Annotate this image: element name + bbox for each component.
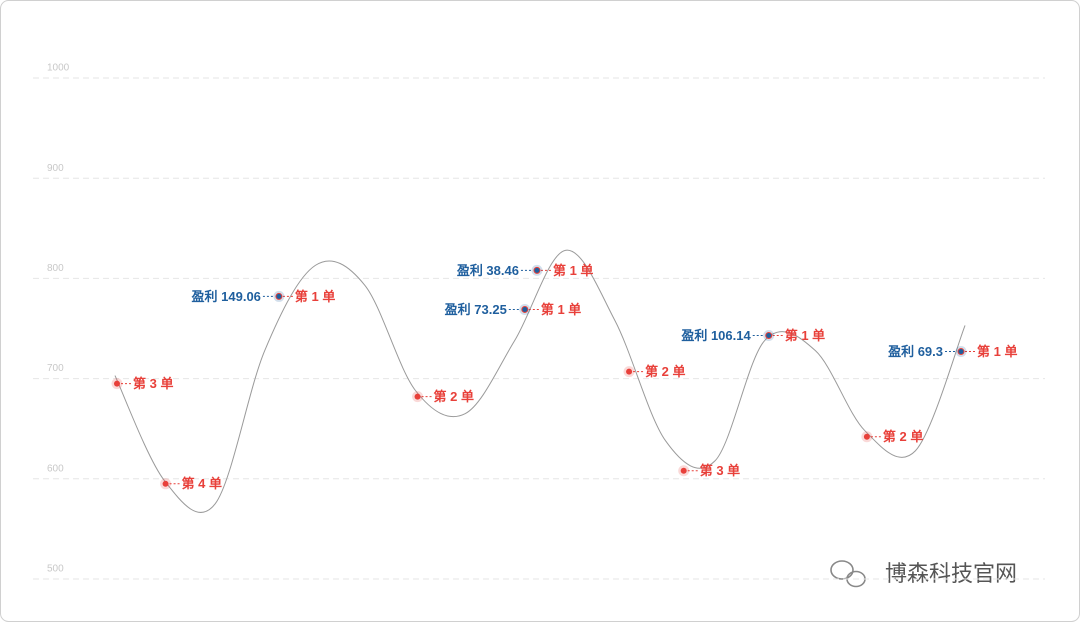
- trade-marker: [957, 348, 965, 356]
- order-label: 第 2 单: [883, 429, 923, 444]
- order-label: 第 4 单: [182, 476, 222, 491]
- profit-label: 盈利 106.14: [680, 328, 751, 343]
- trade-marker: [414, 393, 421, 400]
- trade-marker: [275, 292, 283, 300]
- profit-label: 盈利 73.25: [444, 302, 507, 317]
- trade-marker: [521, 305, 529, 313]
- order-label: 第 1 单: [785, 328, 825, 343]
- order-label: 第 1 单: [541, 302, 581, 317]
- trade-marker: [533, 266, 541, 274]
- y-tick-label: 1000: [47, 63, 70, 74]
- trade-marker: [765, 332, 773, 340]
- y-tick-label: 700: [47, 363, 64, 374]
- y-tick-label: 500: [47, 564, 64, 575]
- order-label: 第 2 单: [645, 364, 685, 379]
- profit-label: 盈利 69.3: [887, 344, 943, 359]
- price-line: [114, 249, 966, 513]
- y-tick-label: 900: [47, 163, 64, 174]
- order-label: 第 2 单: [434, 389, 474, 404]
- order-label: 第 1 单: [977, 344, 1017, 359]
- trade-marker: [162, 480, 169, 487]
- trade-marker: [680, 467, 687, 474]
- profit-label: 盈利 149.06: [191, 289, 261, 304]
- profit-label: 盈利 38.46: [456, 263, 519, 278]
- y-tick-label: 800: [47, 263, 64, 274]
- trade-marker: [626, 368, 633, 375]
- order-label: 第 3 单: [700, 463, 740, 478]
- order-label: 第 1 单: [295, 289, 335, 304]
- y-tick-label: 600: [47, 463, 64, 474]
- trade-marker: [113, 380, 120, 387]
- trade-marker: [863, 433, 870, 440]
- watermark: 博森科技官网: [885, 561, 1017, 586]
- order-label: 第 1 单: [553, 263, 593, 278]
- order-label: 第 3 单: [133, 376, 173, 391]
